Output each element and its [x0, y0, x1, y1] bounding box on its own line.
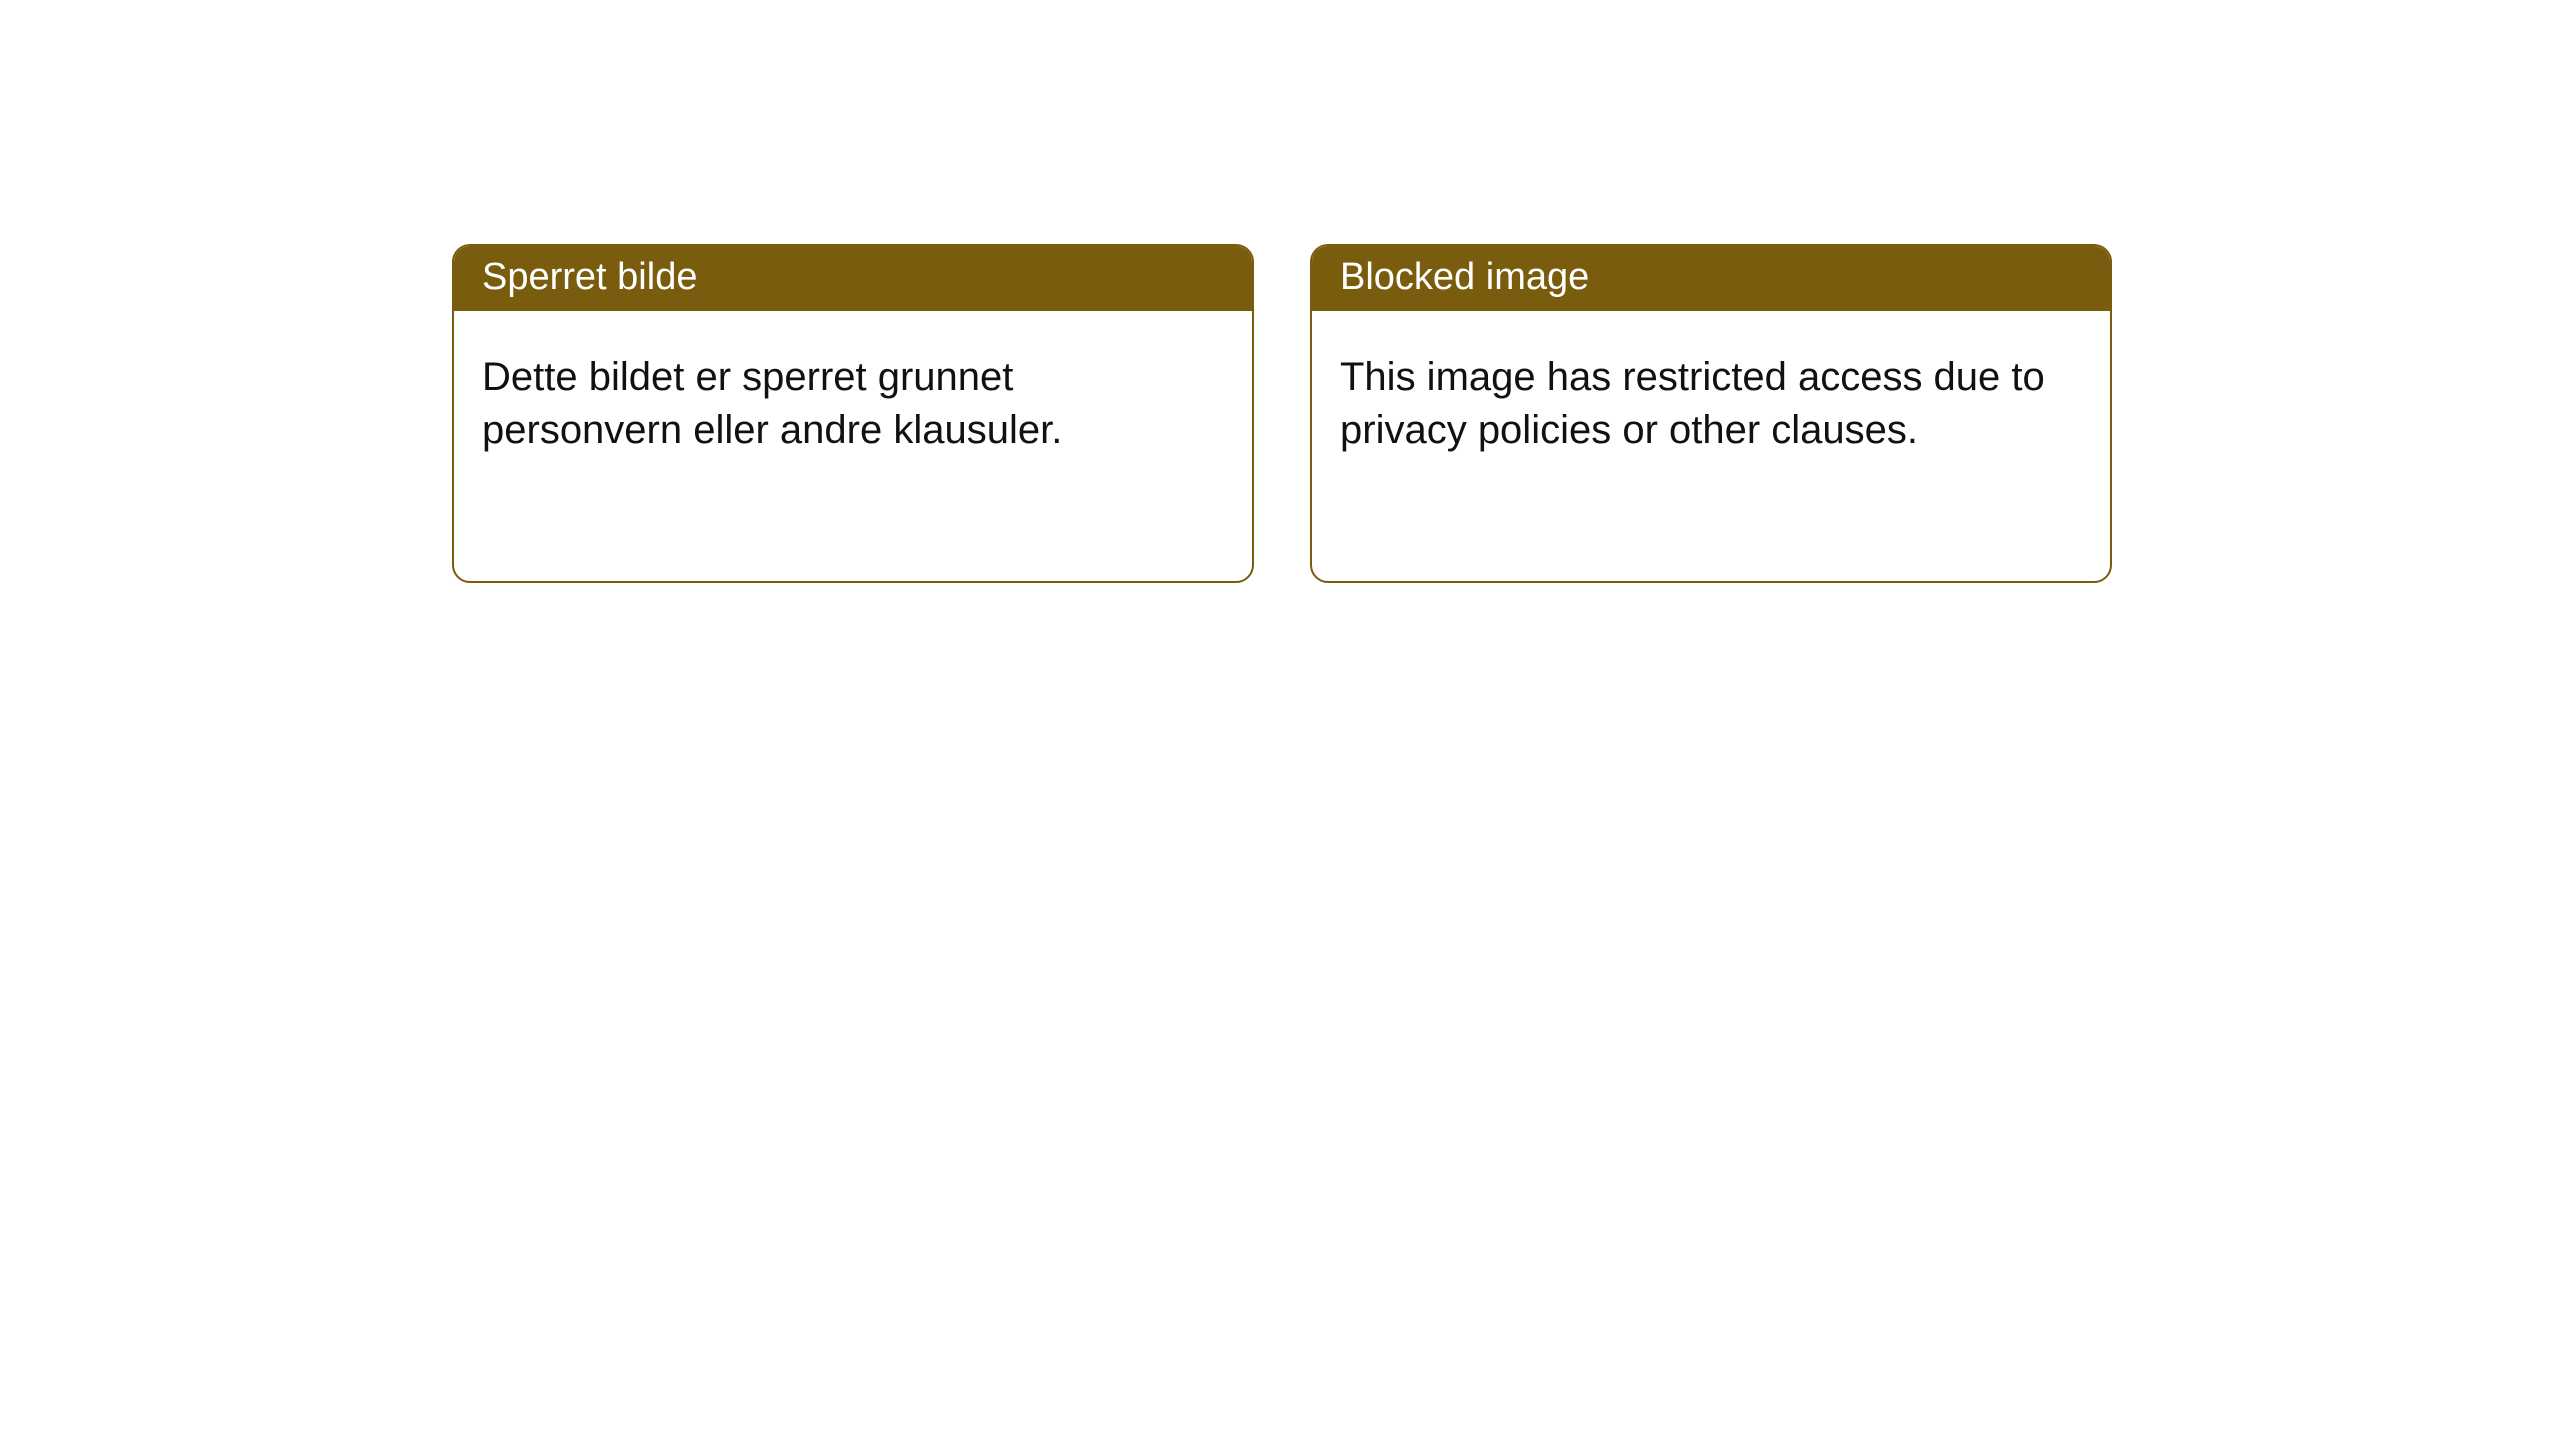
notice-header-english: Blocked image — [1312, 246, 2110, 311]
notice-card-english: Blocked image This image has restricted … — [1310, 244, 2112, 583]
notice-header-norwegian: Sperret bilde — [454, 246, 1252, 311]
notice-container: Sperret bilde Dette bildet er sperret gr… — [452, 244, 2112, 583]
notice-body-english: This image has restricted access due to … — [1312, 311, 2110, 581]
notice-card-norwegian: Sperret bilde Dette bildet er sperret gr… — [452, 244, 1254, 583]
notice-body-norwegian: Dette bildet er sperret grunnet personve… — [454, 311, 1252, 581]
